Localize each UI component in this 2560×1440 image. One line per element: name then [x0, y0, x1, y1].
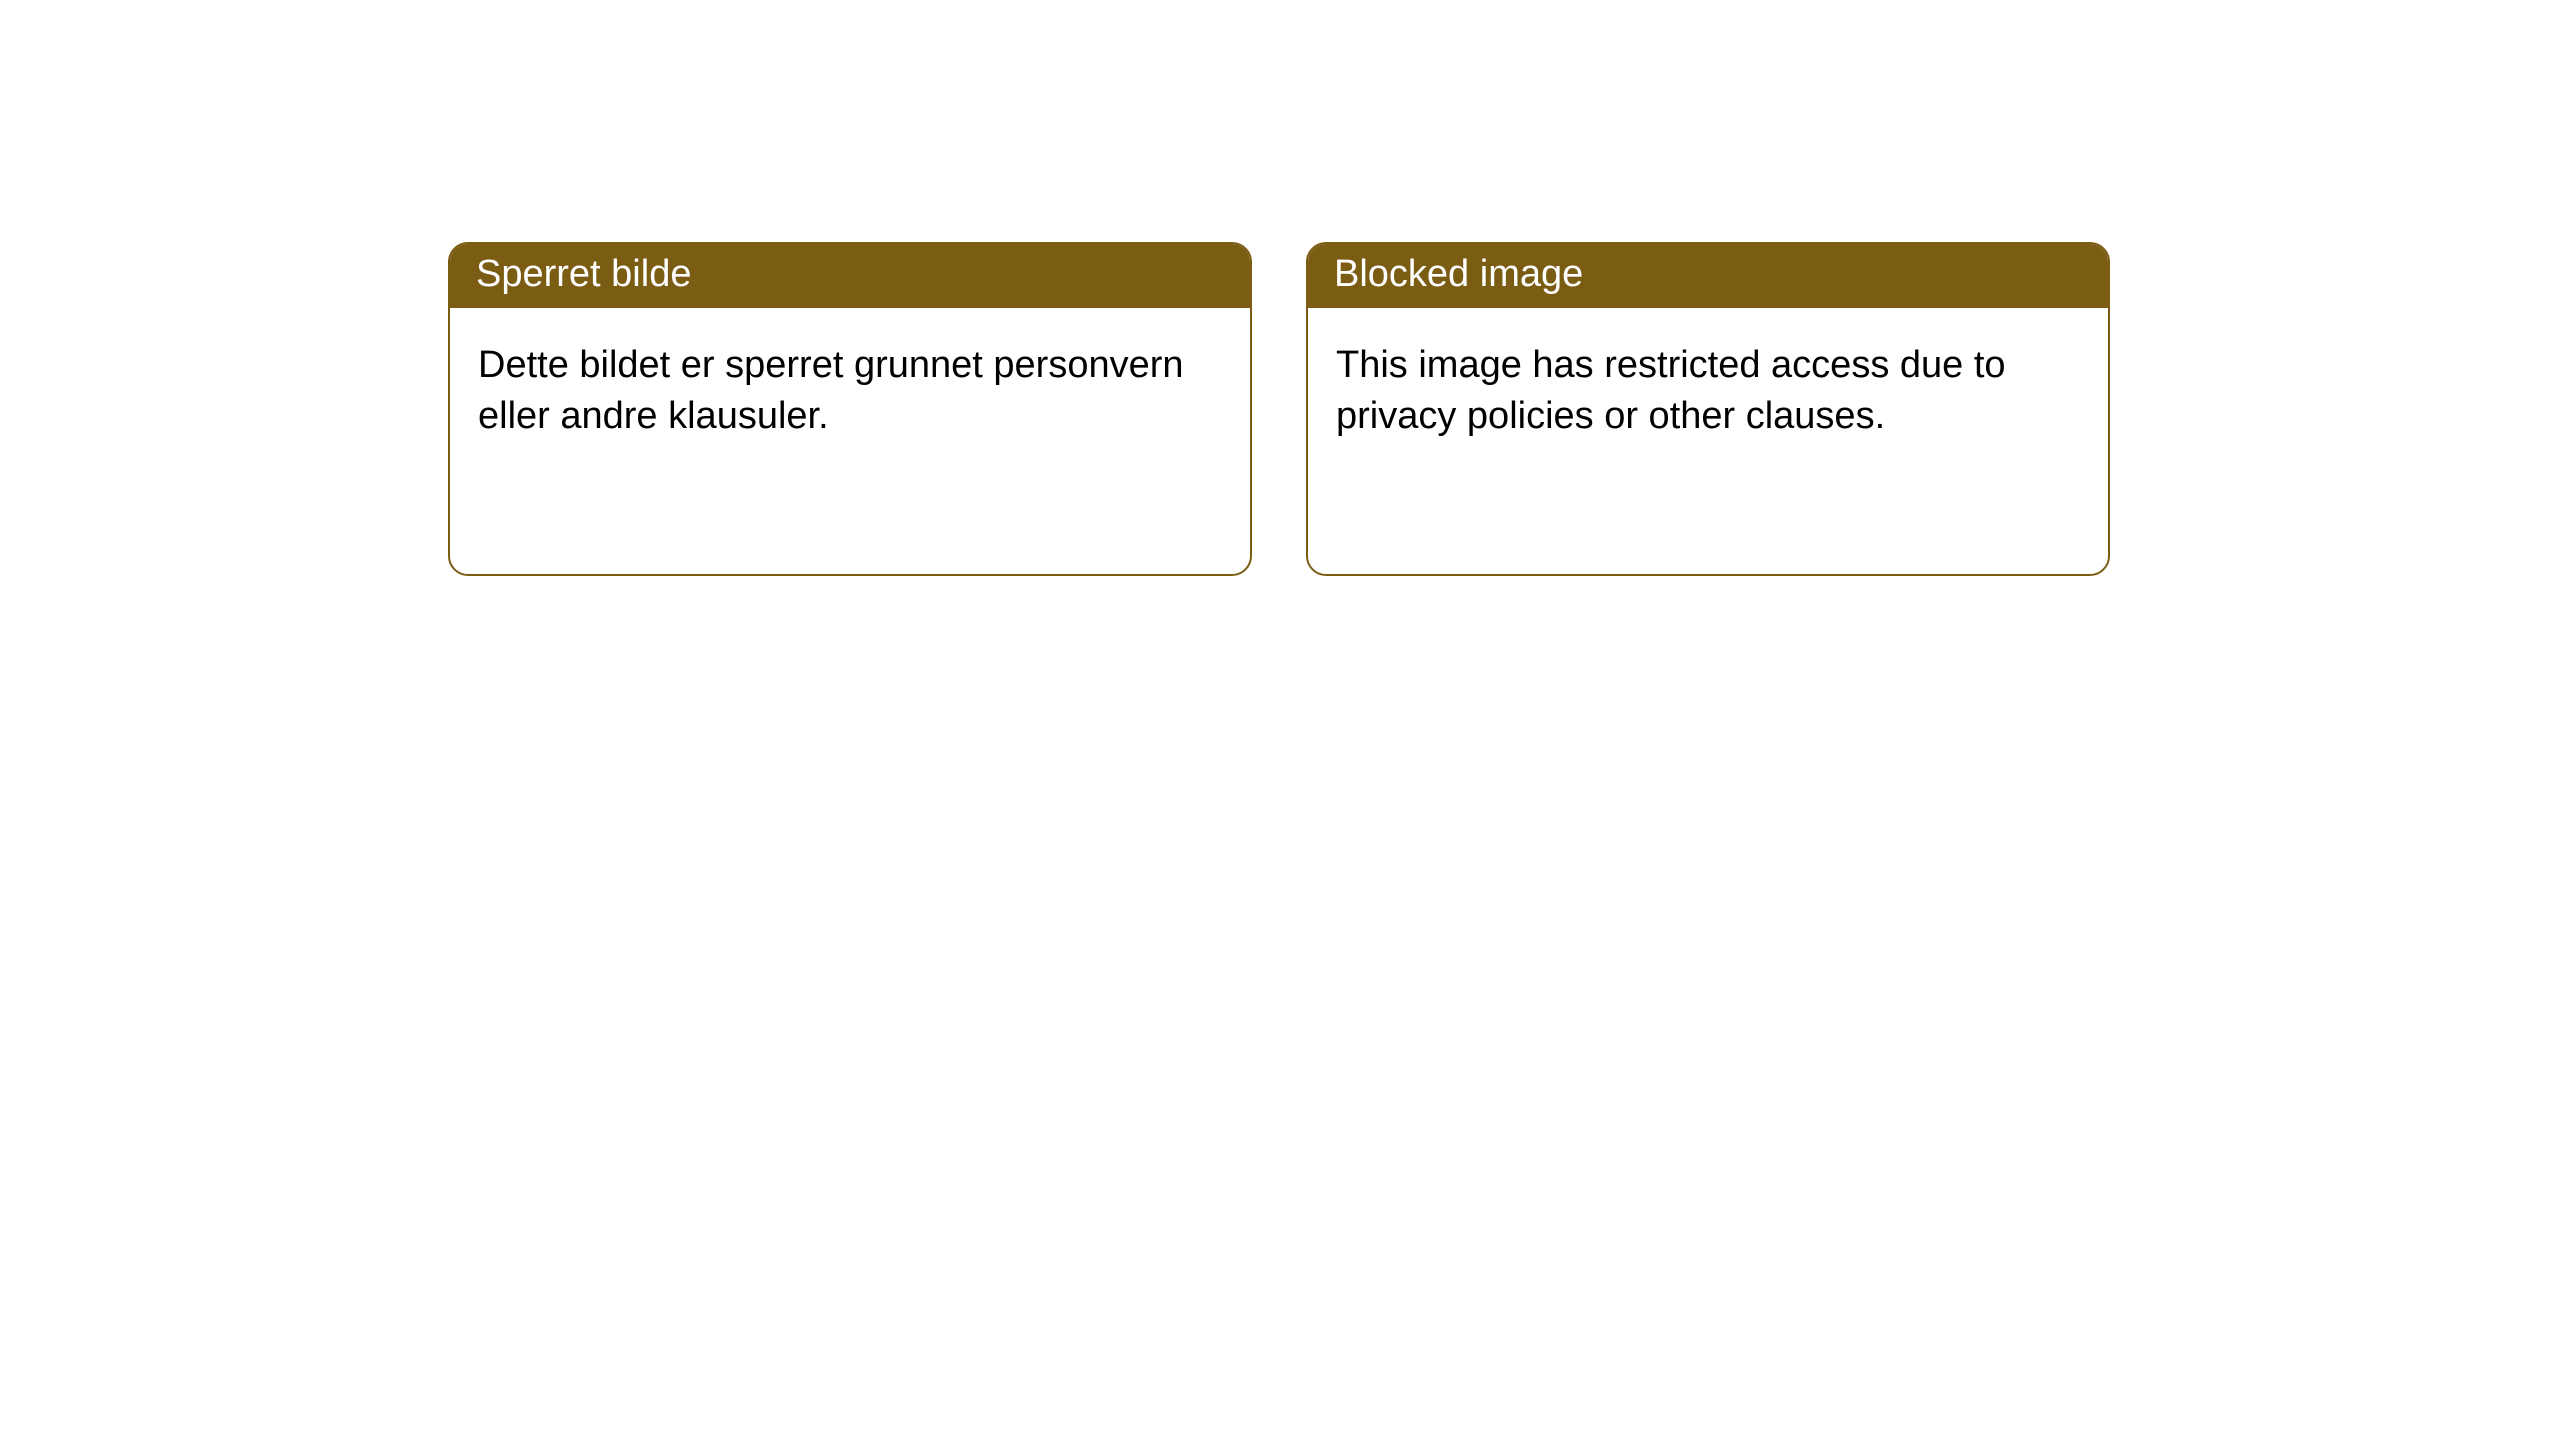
blocked-image-card-no: Sperret bilde Dette bildet er sperret gr… — [448, 242, 1252, 576]
card-body-en: This image has restricted access due to … — [1308, 308, 2108, 475]
card-header-no: Sperret bilde — [450, 244, 1250, 308]
card-header-en: Blocked image — [1308, 244, 2108, 308]
notice-container: Sperret bilde Dette bildet er sperret gr… — [0, 0, 2560, 576]
blocked-image-card-en: Blocked image This image has restricted … — [1306, 242, 2110, 576]
card-body-no: Dette bildet er sperret grunnet personve… — [450, 308, 1250, 475]
